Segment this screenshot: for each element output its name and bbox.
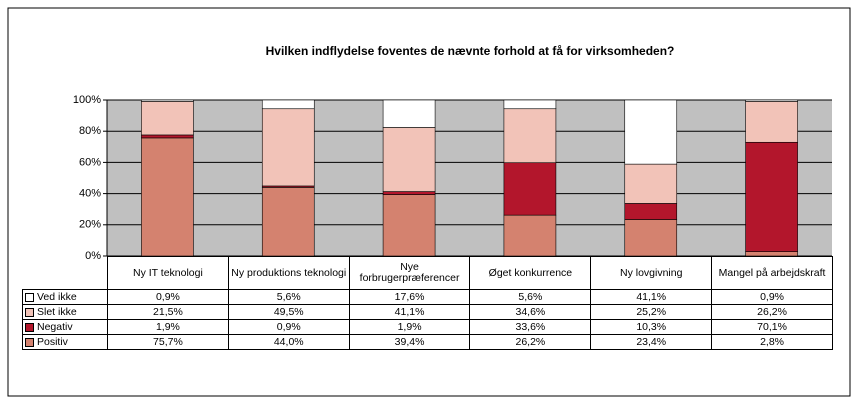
- category-label: Mangel på arbejdskraft: [711, 256, 833, 290]
- value-label: 5,6%: [227, 289, 350, 305]
- bar-segment: [503, 108, 557, 164]
- legend-label: Ved ikke: [37, 291, 77, 303]
- bar-segment: [141, 134, 194, 139]
- table-row: Negativ 1,9% 0,9% 1,9% 33,6% 10,3% 70,1%: [22, 319, 833, 335]
- value-label: 23,4%: [590, 334, 713, 350]
- bar-segment: [745, 141, 798, 252]
- category-label: Ny produktions teknologi: [227, 256, 350, 290]
- value-label: 39,4%: [348, 334, 471, 350]
- category-label: Ny IT teknologi: [107, 256, 229, 290]
- bar-segment: [382, 99, 436, 128]
- value-label: 34,6%: [469, 304, 592, 320]
- legend-cell: Negativ: [22, 319, 108, 335]
- bar-segment: [141, 137, 194, 257]
- value-label: 0,9%: [711, 289, 833, 305]
- value-label: 41,1%: [590, 289, 713, 305]
- bar-segment: [745, 99, 798, 102]
- bar-segment: [503, 99, 557, 110]
- legend-cell: Ved ikke: [22, 289, 108, 305]
- value-label: 49,5%: [227, 304, 350, 320]
- category-label: Øget konkurrence: [469, 256, 592, 290]
- value-label: 0,9%: [107, 289, 229, 305]
- table-row: Positiv 75,7% 44,0% 39,4% 26,2% 23,4% 2,8%: [22, 334, 833, 350]
- bar-segment: [624, 219, 678, 257]
- value-label: 21,5%: [107, 304, 229, 320]
- value-label: 26,2%: [469, 334, 592, 350]
- value-label: 75,7%: [107, 334, 229, 350]
- category-label: Nye forbrugerpræferencer: [348, 256, 471, 290]
- value-label: 1,9%: [107, 319, 229, 335]
- table-corner: [22, 256, 108, 290]
- value-label: 2,8%: [711, 334, 833, 350]
- value-label: 33,6%: [469, 319, 592, 335]
- legend-key: [25, 307, 34, 317]
- table-row: Ved ikke 0,9% 5,6% 17,6% 5,6% 41,1% 0,9%: [22, 289, 833, 305]
- bar-segment: [382, 127, 436, 192]
- legend-label: Slet ikke: [37, 306, 77, 318]
- legend-cell: Slet ikke: [22, 304, 108, 320]
- bar-segment: [382, 194, 436, 257]
- bar-segment: [503, 214, 557, 257]
- legend-key: [25, 292, 34, 302]
- table-header-row: Ny IT teknologi Ny produktions teknologi N…: [22, 256, 833, 290]
- value-label: 5,6%: [469, 289, 592, 305]
- value-label: 44,0%: [227, 334, 350, 350]
- value-label: 25,2%: [590, 304, 713, 320]
- y-tick-label: 100%: [73, 94, 101, 106]
- value-label: 26,2%: [711, 304, 833, 320]
- bar-segment: [261, 108, 315, 187]
- value-label: 10,3%: [590, 319, 713, 335]
- legend-label: Positiv: [37, 336, 68, 348]
- legend-key: [25, 337, 34, 347]
- bar-segment: [261, 187, 315, 257]
- legend-key: [25, 322, 34, 332]
- bar-segment: [382, 191, 436, 195]
- bar-segment: [745, 101, 798, 143]
- category-label: Ny lovgivning: [590, 256, 713, 290]
- bar-segment: [261, 99, 315, 110]
- value-label: 0,9%: [227, 319, 350, 335]
- value-label: 41,1%: [348, 304, 471, 320]
- y-tick-label: 20%: [79, 219, 101, 231]
- bar-segment: [141, 99, 194, 102]
- data-table: Ny IT teknologi Ny produktions teknologi N…: [22, 256, 833, 350]
- bar-segment: [624, 99, 678, 165]
- value-label: 1,9%: [348, 319, 471, 335]
- legend-cell: Positiv: [22, 334, 108, 350]
- y-tick-label: 40%: [79, 188, 101, 200]
- bar-segment: [141, 101, 194, 136]
- y-tick-label: 80%: [79, 125, 101, 137]
- bar-segment: [624, 163, 678, 204]
- y-tick-label: 60%: [79, 156, 101, 168]
- value-label: 17,6%: [348, 289, 471, 305]
- legend-label: Negativ: [37, 321, 73, 333]
- table-row: Slet ikke 21,5% 49,5% 41,1% 34,6% 25,2% 26,2%: [22, 304, 833, 320]
- plot-area: [107, 100, 832, 256]
- value-label: 70,1%: [711, 319, 833, 335]
- bar-segment: [503, 162, 557, 216]
- bar-segment: [624, 203, 678, 220]
- chart-title: Hvilken indflydelse foventes de nævnte f…: [266, 44, 675, 58]
